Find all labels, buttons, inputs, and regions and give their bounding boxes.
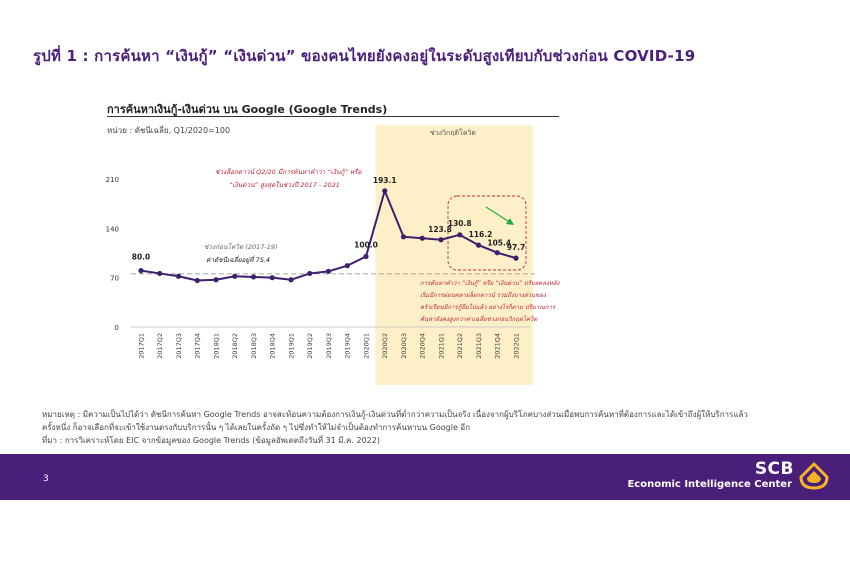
x-tick-label: 2021Q2 <box>456 333 464 359</box>
x-tick-label: 2018Q1 <box>212 333 220 359</box>
y-tick-label: 210 <box>106 176 119 184</box>
data-point <box>175 273 182 279</box>
x-tick-label: 2019Q1 <box>287 333 295 359</box>
data-point <box>494 250 500 256</box>
data-label: 193.1 <box>373 176 397 185</box>
x-tick-label: 2020Q3 <box>400 333 408 359</box>
data-label: 130.8 <box>448 219 472 228</box>
trend-highlight-box <box>447 195 527 271</box>
data-point <box>325 268 332 274</box>
trend-annotation-line3: ครัวเรือนมีการกู้ยืมไปแล้ว อย่างไรก็ตาม … <box>420 303 556 311</box>
data-label: 80.0 <box>132 253 151 262</box>
x-tick-label: 2017Q2 <box>156 333 164 359</box>
data-point <box>288 277 294 283</box>
x-tick-label: 2020Q4 <box>419 333 427 359</box>
trend-arrow-head <box>506 218 514 225</box>
peak-annotation-line2: “เงินด่วน” สูงสุดในช่วงปี 2017 - 2021 <box>229 181 340 189</box>
precovid-annotation-line1: ช่วงก่อนโควิด (2017-19) <box>204 243 278 251</box>
x-tick-label: 2018Q2 <box>231 333 239 359</box>
line-chart: 0 70 140 210 2017Q1 2017Q2 2017Q3 2017Q4 2018Q1 2… <box>106 125 560 385</box>
x-tick-label: 2017Q3 <box>175 333 183 359</box>
data-point <box>475 242 482 248</box>
data-point <box>250 274 257 280</box>
x-tick-label: 2019Q4 <box>344 333 352 359</box>
x-tick-label: 2018Q4 <box>269 333 277 359</box>
chart-title: การค้นหาเงินกู้-เงินด่วน บน Google (Goog… <box>107 103 388 116</box>
scb-logo-icon <box>799 462 829 490</box>
data-point <box>157 270 163 277</box>
data-label: 123.8 <box>428 225 452 234</box>
trend-annotation-line1: การค้นหาคำว่า “เงินกู้” หรือ “เงินด่วน” … <box>420 279 560 287</box>
data-point <box>419 235 425 241</box>
data-point <box>344 263 350 269</box>
data-point <box>382 188 388 194</box>
data-label: 97.7 <box>507 243 526 252</box>
data-point <box>194 277 200 284</box>
data-point <box>457 232 463 238</box>
data-label: 116.2 <box>469 230 493 239</box>
x-tick-label: 2022Q1 <box>512 333 520 359</box>
peak-annotation-line1: ช่วงล็อกดาวน์ Q2/20 มีการค้นหาคำว่า “เงิ… <box>215 167 363 176</box>
data-point <box>213 277 219 283</box>
x-tick-label: 2020Q2 <box>381 333 389 359</box>
chart-notes: หมายเหตุ : มีความเป็นไปได้ว่า ดัชนีการค้… <box>42 408 802 447</box>
note-line-1: หมายเหตุ : มีความเป็นไปได้ว่า ดัชนีการค้… <box>42 410 748 419</box>
precovid-annotation-line2: ค่าดัชนีเฉลี่ยอยู่ที่ 75.4 <box>206 255 270 264</box>
data-point <box>138 268 144 274</box>
x-tick-label: 2021Q4 <box>494 333 502 359</box>
y-tick-label: 70 <box>110 275 119 283</box>
note-line-2: ครั้งหนึ่ง ก็อาจเลือกที่จะเข้าใช้งานตรงก… <box>42 423 471 432</box>
x-tick-label: 2021Q3 <box>475 333 483 359</box>
x-tick-label: 2017Q4 <box>194 333 202 359</box>
data-point <box>269 275 275 281</box>
data-point <box>363 253 369 260</box>
page-number: 3 <box>43 474 49 484</box>
data-point <box>438 237 444 243</box>
data-point <box>232 273 238 279</box>
trend-annotation-line4: ค้นหายังคงสูงกว่าค่าเฉลี่ยช่วงก่อนวิกฤตโ… <box>420 314 538 323</box>
slide-title: รูปที่ 1 : การค้นหา “เงินกู้” “เงินด่วน”… <box>33 47 696 65</box>
unit-label: หน่วย : ดัชนีเฉลี่ย, Q1/2020=100 <box>107 126 231 135</box>
x-tick-label: 2019Q2 <box>306 333 314 359</box>
data-point <box>513 255 519 261</box>
trend-annotation-line2: เริ่มมีการผ่อนคลายล็อกดาวน์ รวมถึงบางส่ว… <box>420 290 547 299</box>
covid-period-label: ช่วงวิกฤติโควิด <box>430 128 476 137</box>
data-point <box>400 234 407 240</box>
x-tick-label: 2021Q1 <box>437 333 445 359</box>
x-tick-label: 2020Q1 <box>362 333 370 359</box>
x-tick-label: 2019Q3 <box>325 333 333 359</box>
data-label: 105.4 <box>487 239 511 248</box>
x-tick-label: 2018Q3 <box>250 333 258 359</box>
data-point <box>307 270 313 277</box>
y-tick-label: 140 <box>106 225 119 233</box>
x-tick-label: 2017Q1 <box>137 333 145 359</box>
footer-band <box>0 454 850 500</box>
trend-arrow <box>485 206 512 224</box>
source-line: ที่มา : การวิเคราะห์โดย EIC จากข้อมูลของ… <box>42 436 380 445</box>
brand-name: SCB <box>754 459 794 479</box>
brand-subtitle: Economic Intelligence Center <box>627 479 792 490</box>
data-label: 100.0 <box>354 241 378 250</box>
y-tick-label: 0 <box>115 324 119 332</box>
title-divider <box>107 116 559 117</box>
